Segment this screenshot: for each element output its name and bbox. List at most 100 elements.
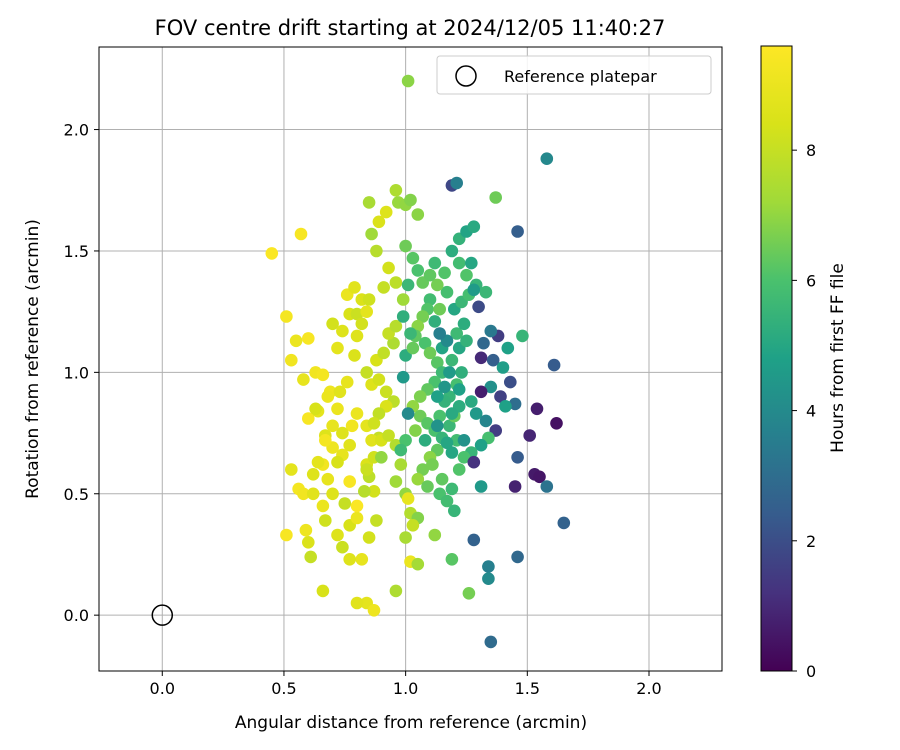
data-point	[467, 283, 481, 297]
data-point	[350, 407, 364, 420]
data-point	[457, 317, 471, 331]
axis-ticks: 0.0 0.5 1.0 1.5 2.0 0.0 0.5 1.0 1.5 2.0	[64, 121, 662, 698]
data-point	[299, 523, 313, 537]
data-point	[399, 531, 412, 544]
data-point	[387, 336, 400, 350]
data-point	[389, 584, 403, 598]
data-point	[494, 390, 507, 403]
data-point	[389, 276, 403, 289]
data-point	[511, 550, 524, 564]
data-point	[377, 346, 391, 360]
data-point	[547, 358, 561, 372]
data-point	[540, 152, 554, 165]
data-point	[265, 247, 279, 260]
data-point	[280, 528, 293, 542]
data-point	[504, 375, 517, 389]
data-point	[401, 407, 415, 420]
data-point	[394, 458, 408, 471]
data-point	[484, 380, 498, 394]
data-point	[508, 397, 522, 411]
data-point	[302, 332, 315, 345]
data-point	[445, 353, 459, 367]
data-point	[350, 596, 364, 610]
data-point	[433, 327, 447, 340]
data-point	[370, 244, 383, 258]
data-point	[336, 426, 349, 440]
data-point	[406, 341, 420, 355]
data-point	[484, 324, 498, 338]
data-point	[465, 256, 478, 270]
data-point	[316, 584, 330, 598]
data-point	[316, 499, 330, 513]
data-point	[372, 215, 386, 229]
data-point	[406, 519, 420, 532]
grid-lines	[99, 47, 722, 671]
data-point	[404, 327, 417, 340]
data-point	[431, 390, 444, 403]
data-point	[321, 390, 335, 403]
data-point	[285, 353, 298, 367]
data-point	[409, 424, 422, 437]
data-point	[438, 380, 451, 394]
data-point	[479, 285, 493, 299]
data-point	[416, 310, 430, 323]
data-point	[474, 438, 488, 452]
data-point	[508, 480, 522, 493]
data-point	[460, 334, 473, 348]
data-point	[484, 635, 498, 649]
data-point	[367, 417, 381, 430]
data-point	[302, 412, 315, 425]
data-point	[382, 429, 395, 442]
y-tick-label: 0.0	[64, 606, 89, 625]
data-point	[445, 407, 459, 420]
data-point	[319, 514, 332, 527]
data-point	[433, 409, 447, 423]
data-point	[443, 419, 456, 433]
data-point	[540, 480, 554, 493]
colorbar-tick-label: 0	[806, 662, 816, 681]
data-point	[438, 266, 451, 280]
data-point	[319, 434, 332, 447]
data-point	[445, 446, 459, 459]
data-point	[404, 193, 417, 207]
y-tick-label: 0.5	[64, 485, 89, 504]
data-point	[326, 317, 339, 331]
data-point	[382, 261, 395, 275]
data-point	[474, 385, 488, 399]
data-point	[435, 472, 449, 486]
colorbar-tick-label: 4	[806, 402, 816, 421]
data-point	[401, 74, 415, 88]
colorbar-label: Hours from first FF file	[828, 263, 848, 453]
data-point	[316, 368, 330, 382]
data-point	[467, 220, 481, 233]
data-point	[365, 227, 378, 241]
data-point	[401, 492, 415, 505]
y-tick-label: 2.0	[64, 121, 89, 140]
data-point	[360, 463, 374, 476]
data-point	[311, 455, 325, 469]
data-point	[399, 239, 412, 253]
data-point	[431, 356, 444, 369]
y-tick-label: 1.0	[64, 363, 89, 382]
data-point	[399, 434, 412, 447]
data-point	[462, 587, 476, 600]
data-point	[343, 553, 357, 566]
x-tick-label: 1.0	[393, 679, 418, 698]
data-point	[367, 604, 381, 617]
data-point	[285, 463, 298, 476]
data-point	[375, 451, 388, 464]
data-point	[326, 419, 339, 433]
data-point	[302, 536, 315, 549]
data-point	[489, 191, 503, 204]
data-point	[455, 366, 468, 379]
data-point	[445, 482, 459, 496]
reference-platepar-marker	[151, 604, 174, 626]
data-point	[460, 268, 473, 282]
data-point	[280, 310, 293, 323]
data-point	[418, 336, 432, 350]
data-point	[557, 516, 571, 530]
data-point	[362, 293, 376, 306]
x-axis-label: Angular distance from reference (arcmin)	[235, 713, 587, 733]
data-point	[474, 480, 488, 493]
